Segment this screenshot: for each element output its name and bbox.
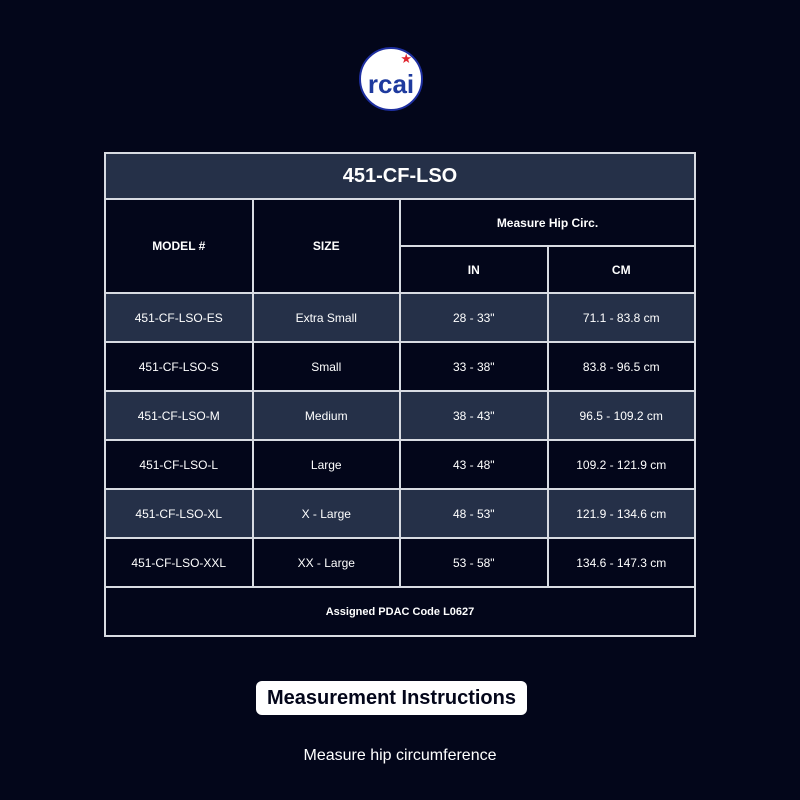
cell-cm: 121.9 - 134.6 cm [546, 488, 696, 539]
cell-model: 451-CF-LSO-S [104, 341, 254, 392]
logo-text: rcai [367, 69, 415, 99]
cell-size: Extra Small [251, 292, 401, 343]
header-size: SIZE [251, 198, 401, 294]
cell-in: 53 - 58" [399, 537, 549, 588]
cell-size: Large [251, 439, 401, 490]
header-model: MODEL # [104, 198, 254, 294]
cell-in: 28 - 33" [399, 292, 549, 343]
header-measure: Measure Hip Circ. [399, 198, 696, 247]
cell-in: 38 - 43" [399, 390, 549, 441]
header-cm: CM [546, 245, 696, 294]
cell-model: 451-CF-LSO-ES [104, 292, 254, 343]
table-title: 451-CF-LSO [104, 152, 696, 200]
cell-model: 451-CF-LSO-XL [104, 488, 254, 539]
table-row: 451-CF-LSO-L Large 43 - 48" 109.2 - 121.9 c… [104, 439, 696, 490]
cell-size: XX - Large [251, 537, 401, 588]
table-row: 451-CF-LSO-M Medium 38 - 43" 96.5 - 109.2 c… [104, 390, 696, 441]
cell-cm: 96.5 - 109.2 cm [546, 390, 696, 441]
cell-size: Small [251, 341, 401, 392]
table-row: 451-CF-LSO-XXL XX - Large 53 - 58" 134.6 - … [104, 537, 696, 588]
star-icon: ★ [400, 51, 412, 66]
table-row: 451-CF-LSO-ES Extra Small 28 - 33" 71.1 - 8… [104, 292, 696, 343]
table-row: 451-CF-LSO-S Small 33 - 38" 83.8 - 96.5 cm [104, 341, 696, 392]
cell-cm: 71.1 - 83.8 cm [546, 292, 696, 343]
cell-size: X - Large [251, 488, 401, 539]
cell-size: Medium [251, 390, 401, 441]
cell-model: 451-CF-LSO-M [104, 390, 254, 441]
cell-model: 451-CF-LSO-L [104, 439, 254, 490]
table-row: 451-CF-LSO-XL X - Large 48 - 53" 121.9 - 13… [104, 488, 696, 539]
header-in: IN [399, 245, 549, 294]
cell-in: 43 - 48" [399, 439, 549, 490]
size-chart-table: 451-CF-LSO MODEL # SIZE Measure Hip Circ. … [104, 152, 696, 637]
cell-model: 451-CF-LSO-XXL [104, 537, 254, 588]
pdac-code: Assigned PDAC Code L0627 [104, 586, 696, 637]
measurement-instructions-heading: Measurement Instructions [256, 681, 527, 715]
cell-in: 48 - 53" [399, 488, 549, 539]
cell-cm: 109.2 - 121.9 cm [546, 439, 696, 490]
cell-cm: 134.6 - 147.3 cm [546, 537, 696, 588]
rcai-logo: rcai ★ [359, 47, 423, 111]
cell-cm: 83.8 - 96.5 cm [546, 341, 696, 392]
measurement-instructions-text: Measure hip circumference [303, 747, 497, 764]
cell-in: 33 - 38" [399, 341, 549, 392]
